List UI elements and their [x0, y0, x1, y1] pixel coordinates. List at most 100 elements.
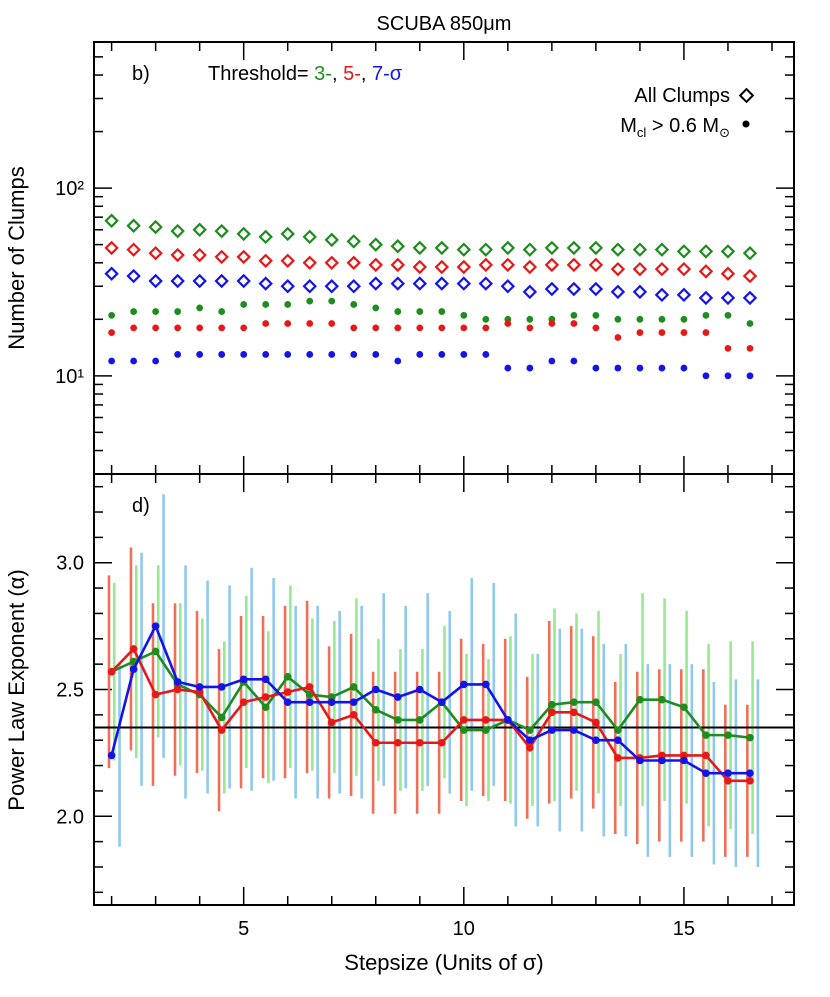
- series-point: [724, 731, 732, 739]
- dot-marker: [570, 357, 578, 365]
- diamond-marker: [324, 255, 339, 271]
- dot-marker: [262, 320, 270, 327]
- threshold-prefix: Threshold=: [208, 63, 314, 85]
- diamond-marker: [720, 244, 736, 259]
- dot-marker: [746, 320, 754, 327]
- diamond-marker: [632, 242, 648, 257]
- series-point: [305, 690, 314, 699]
- series-point: [151, 622, 160, 630]
- dot-marker: [350, 351, 358, 358]
- legend-mass-cut: Mcl > 0.6 M⊙: [620, 115, 730, 140]
- dot-marker: [680, 315, 688, 323]
- dot-marker: [570, 311, 578, 319]
- dot-marker: [482, 324, 490, 332]
- diamond-marker: [742, 268, 758, 284]
- series-point: [371, 685, 380, 694]
- legend-mass-m: M: [620, 115, 637, 137]
- dot-marker: [240, 351, 248, 358]
- diamond-marker: [214, 223, 229, 239]
- series-point: [151, 647, 160, 656]
- diamond-marker: [610, 261, 626, 277]
- y-tick-label: 2.5: [56, 680, 84, 702]
- series-point: [548, 700, 556, 709]
- series-point: [393, 738, 402, 747]
- dot-marker: [482, 315, 490, 323]
- dot-marker: [614, 364, 622, 372]
- diamond-marker: [478, 242, 494, 257]
- diamond-marker: [126, 242, 141, 257]
- series-point: [746, 733, 754, 742]
- diamond-marker: [456, 242, 472, 257]
- dot-marker: [350, 301, 358, 308]
- series-point: [636, 756, 644, 765]
- series-point: [702, 751, 710, 760]
- dot-marker: [746, 344, 754, 352]
- series-point: [746, 776, 754, 785]
- dot-marker: [680, 329, 688, 336]
- diamond-marker: [720, 266, 736, 281]
- dot-marker: [416, 308, 424, 315]
- diamond-marker: [478, 276, 494, 291]
- series-point: [173, 685, 182, 694]
- diamond-marker: [104, 213, 119, 228]
- dot-marker: [284, 320, 292, 327]
- dot-marker: [130, 308, 138, 315]
- diamond-marker: [698, 264, 714, 279]
- diamond-marker: [368, 276, 383, 291]
- series-point: [261, 703, 270, 712]
- series-point: [327, 718, 336, 727]
- dot-marker: [482, 351, 490, 358]
- top-panel-ticks: 10¹ 10²: [55, 41, 794, 475]
- diamond-marker: [258, 276, 273, 291]
- diamond-marker: [412, 259, 427, 275]
- series-point: [239, 675, 248, 684]
- top-panel-label: b): [132, 63, 150, 85]
- dot-marker: [284, 351, 292, 358]
- dot-marker: [614, 334, 622, 341]
- y-tick-label: 10¹: [55, 366, 84, 388]
- dot-marker: [218, 324, 226, 332]
- y-tick-label: 10²: [55, 178, 84, 200]
- bottom-panel: 2.0 2.5 3.0 5 10 15 d) Power Law Exponent (α)…: [4, 473, 795, 975]
- threshold-7sigma: 7-σ: [372, 63, 403, 85]
- diamond-marker: [434, 276, 450, 291]
- series-point: [129, 665, 138, 674]
- series-point: [261, 675, 270, 684]
- dot-marker: [548, 357, 556, 365]
- diamond-marker: [610, 284, 626, 300]
- chart-title: SCUBA 850μm: [377, 13, 512, 35]
- series-point: [570, 726, 578, 734]
- series-point: [482, 716, 490, 724]
- diamond-marker: [324, 232, 339, 248]
- diamond-marker: [566, 281, 582, 297]
- series-point: [217, 713, 226, 722]
- diamond-marker: [698, 290, 714, 306]
- diamond-marker: [500, 279, 516, 294]
- diamond-marker: [588, 257, 604, 273]
- diamond-marker: [478, 257, 494, 273]
- diamond-marker: [280, 226, 295, 242]
- series-point: [393, 693, 402, 701]
- series-point: [482, 680, 490, 689]
- diamond-marker: [214, 249, 229, 265]
- diamond-marker: [412, 276, 427, 291]
- diamond-marker: [170, 273, 185, 289]
- y-tick-label: 2.0: [56, 806, 84, 828]
- diamond-marker: [346, 255, 361, 271]
- dot-marker: [460, 324, 468, 332]
- diamond-marker: [236, 249, 251, 265]
- dot-marker: [240, 324, 248, 332]
- series-point: [702, 731, 710, 739]
- dot-marker: [702, 372, 710, 380]
- diamond-marker: [544, 257, 560, 273]
- legend-mass-sun: ⊙: [719, 125, 730, 140]
- series-point: [658, 695, 666, 704]
- series-point: [592, 736, 600, 745]
- series-point: [570, 708, 578, 717]
- dot-marker: [526, 315, 534, 323]
- diamond-marker: [632, 284, 648, 300]
- diamond-marker: [654, 287, 670, 303]
- diamond-marker: [236, 226, 251, 242]
- series-point: [261, 693, 270, 701]
